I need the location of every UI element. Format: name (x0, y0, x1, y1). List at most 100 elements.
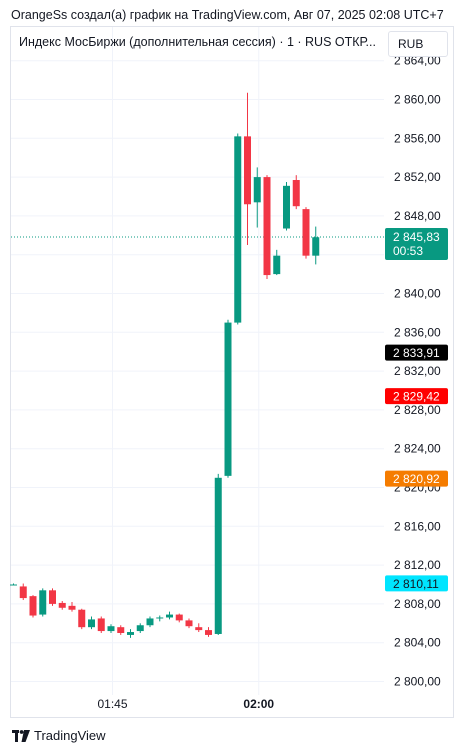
candle-body (244, 136, 251, 205)
price-tick-label: 2 832,00 (394, 364, 441, 378)
candle-body (175, 614, 183, 621)
price-marker-value: 2 810,11 (393, 577, 439, 591)
candle-body (156, 617, 164, 619)
chart-frame (10, 26, 454, 718)
candle (185, 618, 193, 629)
candle-body (10, 584, 17, 586)
candle (29, 595, 37, 618)
candle (214, 473, 222, 635)
candle-body (205, 630, 212, 635)
price-tick-label: 2 816,00 (394, 519, 441, 533)
price-marker-bg (385, 575, 448, 592)
candle (117, 625, 125, 635)
candle-body (49, 590, 56, 604)
price-marker-value: 2 833,91 (393, 346, 440, 360)
candle-body (127, 632, 134, 635)
grid-lines (11, 27, 384, 695)
candle-body (283, 185, 290, 229)
candle (195, 623, 203, 633)
candle (224, 319, 232, 478)
candle-body (68, 605, 76, 610)
price-tick-label: 2 856,00 (394, 131, 441, 145)
candles (10, 92, 320, 638)
candle-body (107, 626, 115, 632)
price-marker-bg (385, 388, 448, 405)
candle-body (263, 177, 271, 276)
candle-body (312, 237, 320, 256)
candle (292, 175, 300, 210)
candle (253, 167, 261, 228)
candle (68, 601, 76, 612)
price-marker: 2 833,91 (385, 344, 448, 361)
candle (156, 615, 164, 622)
candle (136, 623, 144, 633)
candle (244, 92, 251, 245)
candle (283, 181, 290, 231)
candle (78, 608, 86, 630)
candle-body (292, 180, 300, 207)
price-marker-bg (385, 344, 448, 361)
chart-snapshot-header: OrangeSs создал(а) график на TradingView… (11, 8, 444, 22)
candle (146, 616, 154, 628)
price-tick-label: 2 808,00 (394, 597, 441, 611)
price-tick-label: 2 860,00 (394, 93, 441, 107)
candle-body (253, 177, 261, 203)
bar-countdown: 00:53 (393, 244, 423, 258)
candle-body (214, 477, 222, 634)
candle (88, 616, 95, 630)
candle (205, 627, 212, 637)
currency-button[interactable]: RUB (388, 31, 448, 57)
candle-body (234, 136, 242, 323)
candle (302, 207, 310, 259)
candle-body (166, 614, 173, 618)
price-tick-label: 2 848,00 (394, 209, 441, 223)
price-marker-bg (385, 470, 448, 487)
candle-body (117, 627, 125, 633)
price-axis: 2 800,00 2 804,00 2 808,00 2 812,00 2 816,00… (394, 54, 441, 689)
price-tick-label: 2 800,00 (394, 675, 441, 689)
candle (175, 613, 183, 623)
candle-body (29, 596, 37, 616)
price-marker-value: 2 820,92 (393, 472, 440, 486)
candle-body (97, 618, 105, 632)
price-tick-label: 2 828,00 (394, 403, 441, 417)
current-price-value: 2 845,83 (393, 230, 440, 244)
candle-body (302, 209, 310, 256)
candle (166, 611, 173, 620)
candle (127, 629, 134, 638)
candle (58, 600, 66, 610)
candle-body (39, 590, 47, 615)
candle-body (195, 627, 203, 631)
price-marker: 2 829,42 (385, 388, 448, 405)
tradingview-logo-icon (12, 729, 30, 742)
candle-body (146, 618, 154, 626)
price-tick-label: 2 824,00 (394, 442, 441, 456)
footer-branding: TradingView (12, 728, 106, 743)
candle-body (136, 625, 144, 632)
candle (234, 133, 242, 325)
candle-body (58, 602, 66, 608)
candle-body (224, 322, 232, 476)
price-marker: 2 810,11 (385, 575, 448, 592)
price-tick-label: 2 836,00 (394, 325, 441, 339)
price-tick-label: 2 840,00 (394, 287, 441, 301)
current-price-label-bg (385, 227, 448, 260)
time-axis: 01:45 02:00 (97, 697, 274, 711)
candle (273, 249, 281, 276)
candle (263, 175, 271, 279)
price-tick-label: 2 812,00 (394, 558, 441, 572)
candle (19, 583, 27, 601)
price-marker-value: 2 829,42 (393, 390, 440, 404)
symbol-legend: Индекс МосБиржи (дополнительная сессия) … (19, 35, 376, 49)
candle (39, 588, 47, 617)
price-tick-label: 2 864,00 (394, 54, 441, 68)
time-tick-label: 01:45 (97, 697, 127, 711)
candle (97, 616, 105, 633)
candle (107, 624, 115, 633)
candle-body (273, 255, 281, 275)
candle (10, 583, 17, 586)
footer-brand-text: TradingView (34, 728, 106, 743)
